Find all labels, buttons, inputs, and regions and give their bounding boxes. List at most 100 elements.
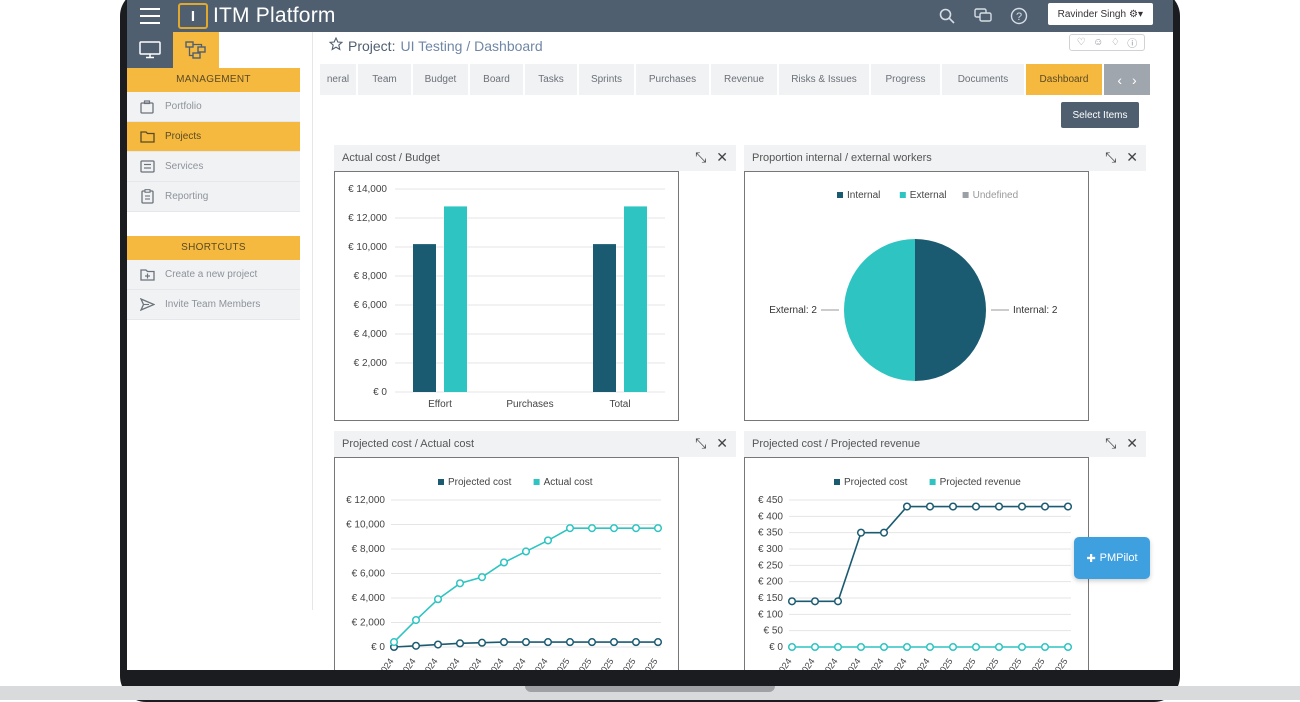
app-logo: I: [178, 3, 208, 29]
desktop-view-tab[interactable]: [127, 32, 173, 68]
sidebar-item-reporting[interactable]: Reporting: [127, 182, 300, 212]
close-icon[interactable]: ✕: [716, 149, 728, 165]
data-point: [411, 641, 421, 650]
data-point: [433, 595, 443, 604]
y-tick-label: € 250: [758, 560, 783, 571]
data-point: [521, 547, 531, 556]
chevron-right-icon[interactable]: ›: [1132, 71, 1137, 88]
series-line: [393, 527, 658, 643]
x-tick-label: 2025: [574, 656, 594, 670]
sidebar-item-portfolio[interactable]: Portfolio: [127, 92, 300, 122]
x-tick-label: 2024: [420, 656, 440, 670]
data-point: [1063, 642, 1073, 652]
tab-revenue[interactable]: Revenue: [711, 64, 777, 95]
shortcut-label: Create a new project: [165, 269, 258, 280]
widget-title: Proportion internal / external workers: [752, 152, 932, 164]
legend-label: Undefined: [973, 190, 1019, 201]
y-tick-label: € 14,000: [348, 184, 387, 195]
chat-icon[interactable]: [974, 7, 992, 25]
data-point: [948, 642, 958, 652]
legend-label: Internal: [847, 190, 880, 201]
x-tick-label: 2024: [442, 656, 462, 670]
info-icon[interactable]: ⓘ: [1127, 39, 1138, 50]
legend-label: Projected revenue: [940, 477, 1022, 488]
hierarchy-icon: [185, 41, 206, 59]
shortcut-invite-members[interactable]: Invite Team Members: [127, 290, 300, 320]
tab-risks-issues[interactable]: Risks & Issues: [779, 64, 869, 95]
pmpilot-button[interactable]: ✚ PMPilot: [1074, 537, 1150, 579]
briefcase-icon: [139, 99, 155, 115]
x-tick-label: 2025: [935, 656, 955, 670]
sidebar-item-projects[interactable]: Projects: [127, 122, 300, 152]
hierarchy-view-tab[interactable]: [173, 32, 219, 68]
search-icon[interactable]: [938, 7, 956, 25]
legend-swatch: [533, 479, 540, 485]
tab-board[interactable]: Board: [470, 64, 523, 95]
tab-tasks[interactable]: Tasks: [525, 64, 577, 95]
data-point: [833, 597, 843, 606]
close-icon[interactable]: ✕: [1126, 435, 1138, 451]
data-point: [1017, 642, 1027, 652]
add-project-icon: [139, 267, 155, 283]
sidebar-item-services[interactable]: Services: [127, 152, 300, 182]
data-point: [787, 642, 797, 652]
tab-dashboard[interactable]: Dashboard: [1026, 64, 1102, 95]
data-point: [587, 638, 597, 647]
data-point: [1040, 642, 1050, 652]
y-tick-label: € 450: [758, 495, 783, 506]
y-tick-label: € 350: [758, 528, 783, 539]
sidebar: MANAGEMENT Portfolio Projects Services R…: [127, 32, 300, 670]
y-tick-label: € 0: [769, 642, 783, 653]
pie-slice: [915, 239, 986, 381]
tab-sprints[interactable]: Sprints: [579, 64, 634, 95]
chevron-left-icon[interactable]: ‹: [1117, 71, 1122, 88]
y-tick-label: € 2,000: [352, 618, 386, 629]
widget-title: Actual cost / Budget: [342, 152, 440, 164]
tab-scroll-nav: ‹ ›: [1104, 64, 1150, 95]
collapse-icon[interactable]: ⤡: [1105, 435, 1117, 451]
widget-header: Proportion internal / external workers ⤡…: [744, 145, 1146, 171]
user-menu-button[interactable]: Ravinder Singh ⚙▾: [1047, 3, 1153, 25]
star-icon[interactable]: [328, 36, 344, 54]
data-point: [902, 502, 912, 511]
tab-general[interactable]: neral: [320, 64, 356, 95]
close-icon[interactable]: ✕: [716, 435, 728, 451]
select-items-button[interactable]: Select Items: [1061, 102, 1139, 128]
widget-body: Projected cost Actual cost € 12,000 € 10,00…: [334, 457, 679, 670]
smile-icon[interactable]: ☺: [1093, 37, 1104, 48]
x-tick-label: 2025: [552, 656, 572, 670]
x-tick-label: 2025: [1050, 656, 1070, 670]
tab-purchases[interactable]: Purchases: [636, 64, 709, 95]
collapse-icon[interactable]: ⤡: [695, 149, 707, 165]
close-icon[interactable]: ✕: [1126, 149, 1138, 165]
tab-team[interactable]: Team: [358, 64, 411, 95]
help-icon[interactable]: ?: [1010, 7, 1028, 25]
tab-progress[interactable]: Progress: [871, 64, 940, 95]
collapse-icon[interactable]: ⤡: [695, 435, 707, 451]
sidebar-item-label: Reporting: [165, 191, 209, 202]
y-tick-label: € 6,000: [354, 300, 388, 311]
breadcrumb: Project: UI Testing / Dashboard: [328, 36, 543, 54]
breadcrumb-path[interactable]: UI Testing / Dashboard: [400, 37, 543, 54]
data-point: [587, 524, 597, 533]
collapse-icon[interactable]: ⤡: [1105, 149, 1117, 165]
shortcut-create-project[interactable]: Create a new project: [127, 260, 300, 290]
legend-swatch: [929, 479, 936, 485]
management-header: MANAGEMENT: [127, 68, 300, 92]
data-point: [810, 597, 820, 606]
project-tabs: neral Team Budget Board Tasks Sprints Pu…: [320, 64, 1150, 95]
hamburger-menu-icon[interactable]: [140, 8, 160, 24]
data-point: [1063, 502, 1073, 511]
shortcuts-header: SHORTCUTS: [127, 236, 300, 260]
x-tick-label: 2024: [797, 656, 817, 670]
bulb-icon[interactable]: ♢: [1110, 37, 1120, 48]
x-tick-label: Purchases: [506, 399, 553, 410]
data-point: [856, 642, 866, 652]
data-point: [856, 528, 866, 537]
data-point: [879, 642, 889, 652]
tab-documents[interactable]: Documents: [942, 64, 1024, 95]
data-point: [994, 502, 1004, 511]
data-point: [455, 639, 465, 648]
tab-budget[interactable]: Budget: [413, 64, 468, 95]
heart-icon[interactable]: ♡: [1076, 37, 1086, 48]
